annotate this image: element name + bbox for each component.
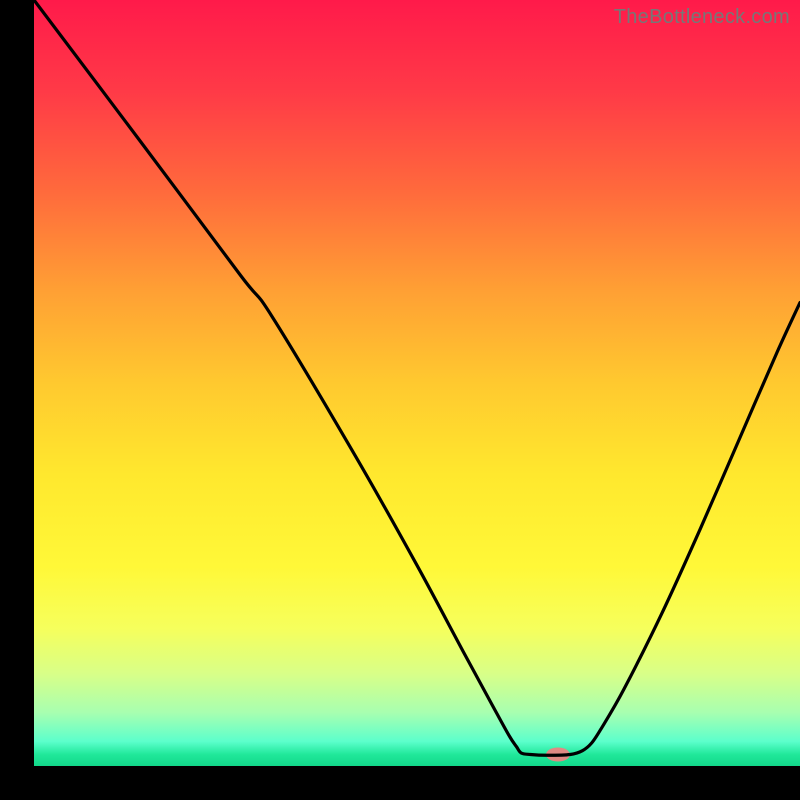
gradient-background [34,0,800,766]
border-left [0,0,34,800]
border-bottom [0,766,800,800]
watermark-text: TheBottleneck.com [614,6,790,29]
bottleneck-chart [0,0,800,800]
chart-container: TheBottleneck.com [0,0,800,800]
